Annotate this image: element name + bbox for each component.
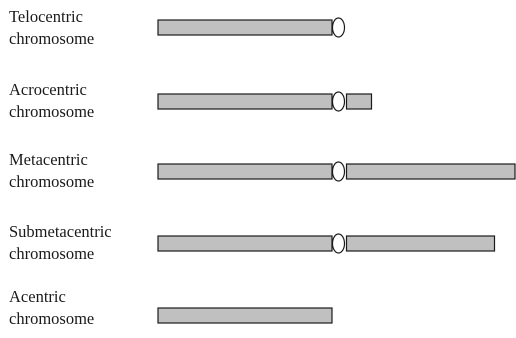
acentric-label-line1: Acentric — [9, 287, 66, 306]
acrocentric-short-arm — [345, 93, 373, 110]
metacentric-right-arm — [345, 163, 516, 180]
acrocentric-row: Acrocentric chromosome — [0, 79, 516, 125]
telocentric-chromosome-diagram — [157, 17, 346, 38]
metacentric-left-arm — [157, 163, 333, 180]
acrocentric-long-arm — [157, 93, 333, 110]
submetacentric-long-arm — [157, 235, 333, 252]
telocentric-row: Telocentric chromosome — [0, 6, 516, 52]
telocentric-label-line2: chromosome — [9, 29, 95, 48]
submetacentric-label: Submetacentric chromosome — [9, 221, 112, 265]
telocentric-centromere — [331, 17, 346, 38]
acentric-label: Acentric chromosome — [9, 286, 94, 330]
metacentric-chromosome-diagram — [157, 161, 516, 182]
acrocentric-label-line2: chromosome — [9, 102, 95, 121]
telocentric-arm — [157, 19, 333, 36]
metacentric-label: Metacentric chromosome — [9, 149, 94, 193]
acentric-fragment — [157, 307, 333, 324]
acentric-row: Acentric chromosome — [0, 286, 516, 332]
submetacentric-row: Submetacentric chromosome — [0, 221, 516, 267]
acentric-label-line2: chromosome — [9, 309, 95, 328]
metacentric-row: Metacentric chromosome — [0, 149, 516, 195]
acrocentric-label-line1: Acrocentric — [9, 80, 87, 99]
metacentric-centromere — [331, 161, 346, 182]
submetacentric-chromosome-diagram — [157, 233, 496, 254]
telocentric-label-line1: Telocentric — [9, 7, 83, 26]
submetacentric-label-line1: Submetacentric — [9, 222, 112, 241]
acrocentric-centromere — [331, 91, 346, 112]
acentric-chromosome-diagram — [157, 307, 333, 324]
submetacentric-short-arm — [345, 235, 496, 252]
submetacentric-label-line2: chromosome — [9, 244, 95, 263]
acrocentric-label: Acrocentric chromosome — [9, 79, 94, 123]
metacentric-label-line2: chromosome — [9, 172, 95, 191]
telocentric-label: Telocentric chromosome — [9, 6, 94, 50]
submetacentric-centromere — [331, 233, 346, 254]
metacentric-label-line1: Metacentric — [9, 150, 88, 169]
acrocentric-chromosome-diagram — [157, 91, 373, 112]
